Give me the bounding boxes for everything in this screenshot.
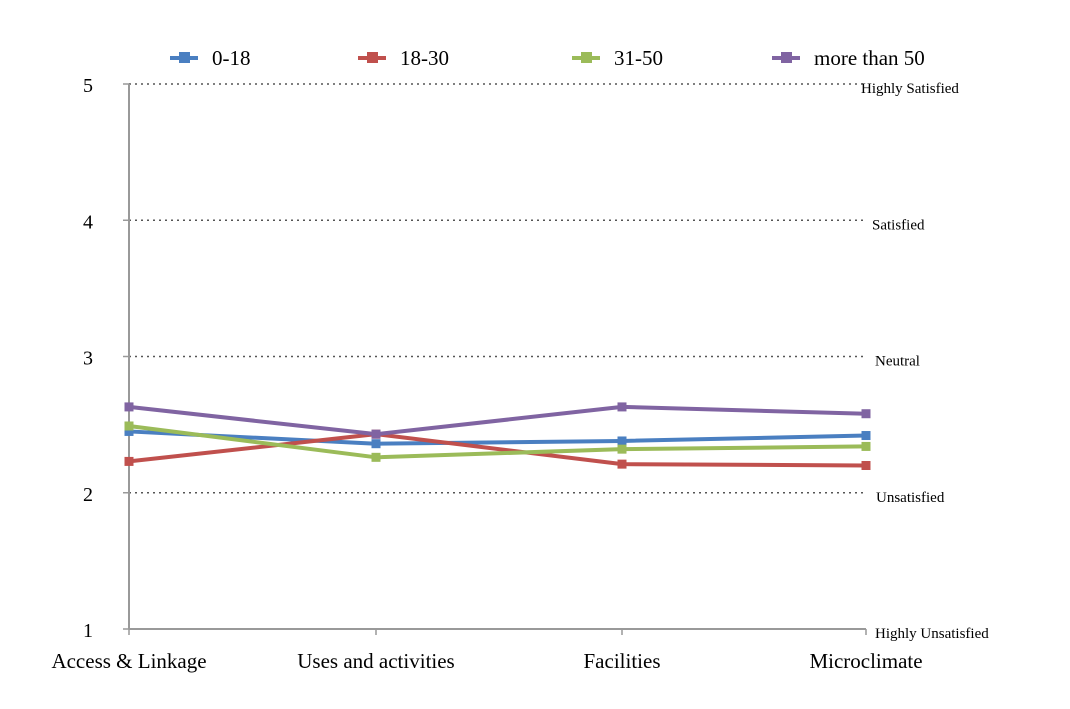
y-tick-label-3: 3 [83, 348, 93, 370]
series-0 [124, 426, 871, 449]
level-label: Satisfied [872, 217, 925, 233]
level-label: Highly Unsatisfied [875, 626, 989, 642]
data-point [861, 461, 871, 470]
data-point [861, 409, 871, 419]
legend-marker-swatch [781, 52, 792, 63]
y-tick-label-2: 2 [83, 484, 93, 506]
y-tick-label-4: 4 [83, 211, 93, 233]
legend-label: 31-50 [614, 46, 663, 70]
data-point [617, 402, 627, 412]
series-line [128, 432, 867, 468]
legend: 0-18 18-30 31-50 more than 50 [170, 46, 925, 70]
data-point [617, 444, 627, 454]
level-label: Unsatisfied [876, 490, 945, 506]
legend-marker-swatch [179, 52, 190, 63]
legend-item: 18-30 [358, 46, 449, 70]
y-tick-labels: 1 2 3 4 5 [83, 75, 93, 642]
legend-marker-swatch [581, 52, 592, 63]
x-category-labels: Access & Linkage Uses and activities Facil… [51, 649, 922, 673]
level-label: Neutral [875, 354, 920, 370]
axes [123, 83, 867, 635]
level-label: Highly Satisfied [861, 81, 959, 97]
x-category-label: Uses and activities [297, 649, 454, 673]
series-3 [124, 402, 871, 439]
data-point [371, 439, 381, 449]
y-tick-label-5: 5 [83, 75, 93, 97]
data-point [124, 402, 134, 412]
data-point [617, 436, 627, 446]
series-group [124, 402, 871, 470]
series-line [128, 429, 867, 446]
x-category-label: Facilities [584, 649, 661, 673]
data-point [124, 426, 134, 436]
y-tick-label-1: 1 [83, 620, 93, 642]
data-point [371, 429, 381, 439]
series-line [128, 404, 867, 437]
data-point [124, 456, 134, 466]
data-point [617, 459, 627, 469]
x-category-label: Microclimate [809, 649, 922, 673]
legend-label: more than 50 [814, 46, 925, 70]
legend-item: 31-50 [572, 46, 663, 70]
legend-label: 18-30 [400, 46, 449, 70]
legend-item: 0-18 [170, 46, 251, 70]
series-line [128, 424, 867, 460]
legend-marker-swatch [367, 52, 378, 63]
x-category-label: Access & Linkage [51, 649, 206, 673]
data-point [861, 441, 871, 451]
legend-item: more than 50 [772, 46, 925, 70]
data-point [371, 452, 381, 462]
series-2 [124, 421, 871, 462]
grid-lines [129, 83, 866, 494]
data-point [861, 431, 871, 441]
legend-label: 0-18 [212, 46, 251, 70]
level-labels: Highly Satisfied Satisfied Neutral Unsatisf… [861, 81, 989, 642]
data-point [124, 421, 134, 431]
